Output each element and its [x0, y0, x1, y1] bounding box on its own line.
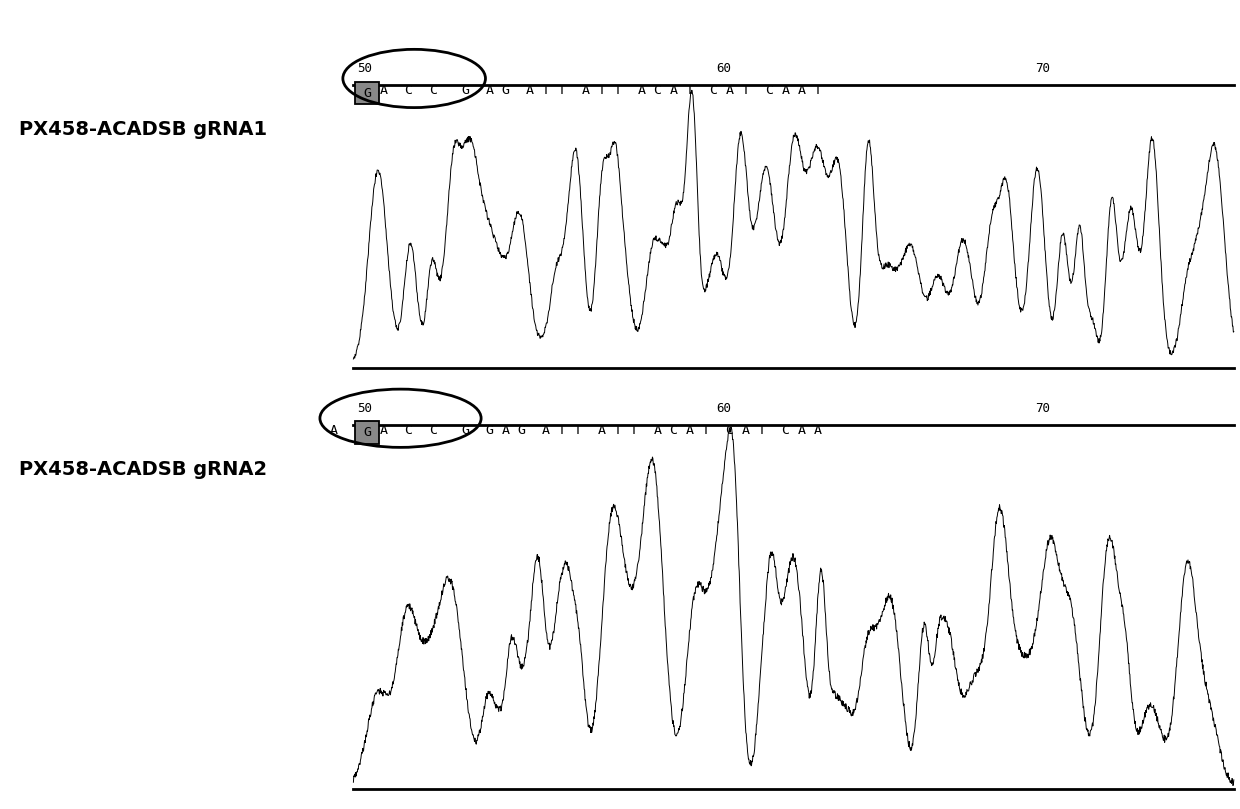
Text: C: C: [404, 424, 412, 437]
Text: G  G A G  A T T  A T T  A C A T  C A T  C A A: G G A G A T T A T T A C A T C A T C A A: [454, 424, 822, 437]
FancyBboxPatch shape: [355, 421, 379, 444]
Text: C: C: [429, 84, 436, 97]
Text: 70: 70: [1035, 62, 1050, 75]
Text: PX458-ACADSB gRNA1: PX458-ACADSB gRNA1: [19, 120, 267, 139]
Text: PX458-ACADSB gRNA2: PX458-ACADSB gRNA2: [19, 460, 267, 479]
FancyBboxPatch shape: [355, 82, 379, 104]
Text: A: A: [379, 84, 387, 97]
Text: A: A: [330, 424, 337, 437]
Text: C: C: [404, 84, 412, 97]
Text: G: G: [363, 87, 371, 100]
Text: 60: 60: [717, 62, 732, 75]
Text: 50: 50: [357, 402, 372, 415]
Text: G  A G  A T T  A T T  A C A T  C A T  C A A T: G A G A T T A T T A C A T C A T C A A T: [454, 84, 822, 97]
Text: 60: 60: [717, 402, 732, 415]
Text: A: A: [379, 424, 387, 437]
Text: G: G: [363, 426, 371, 439]
Text: 70: 70: [1035, 402, 1050, 415]
Text: C: C: [429, 424, 436, 437]
Text: 50: 50: [357, 62, 372, 75]
